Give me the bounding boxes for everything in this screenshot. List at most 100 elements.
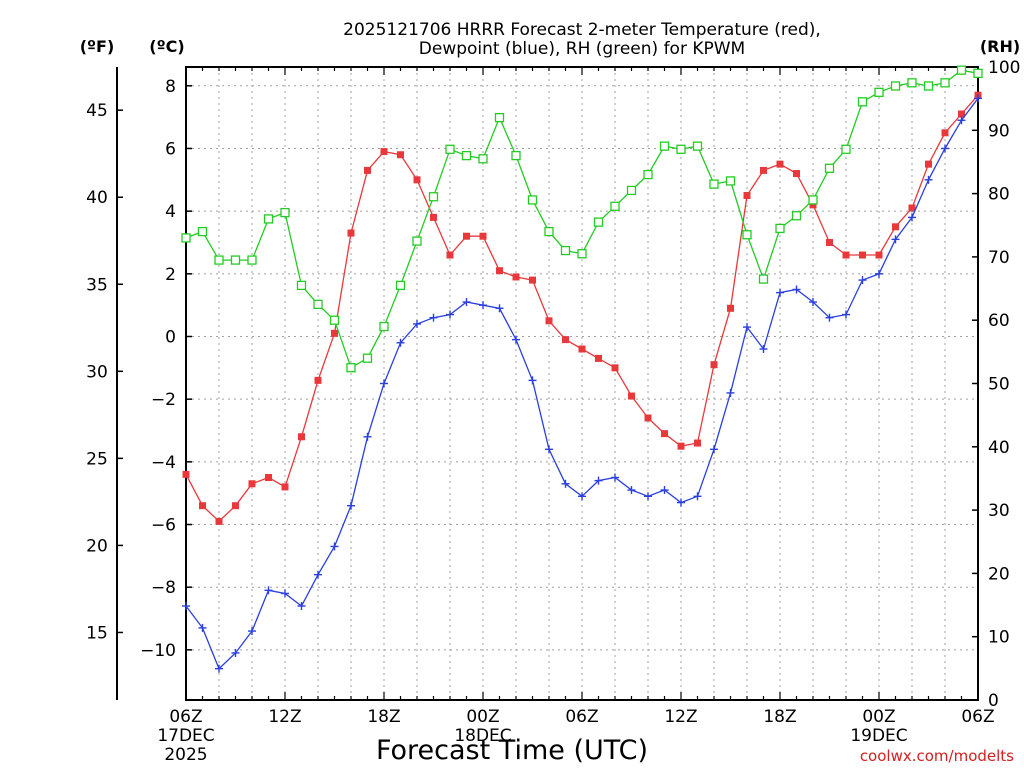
2-meter-temperature-point xyxy=(760,166,767,174)
x-tick-label: 18Z xyxy=(763,707,796,727)
rh-point xyxy=(214,255,224,265)
rh-point xyxy=(973,68,983,78)
dewpoint-point xyxy=(809,298,817,307)
celsius-tick-label: −2 xyxy=(151,390,176,410)
celsius-tick-label: 0 xyxy=(165,327,176,347)
rh-point xyxy=(313,299,323,310)
fahrenheit-tick-label: 30 xyxy=(86,362,108,382)
dewpoint-point xyxy=(842,310,850,319)
rh-point xyxy=(874,87,884,97)
dewpoint-point xyxy=(627,486,636,495)
dewpoint-point xyxy=(248,627,256,636)
dewpoint-point xyxy=(413,319,421,328)
2-meter-temperature-point xyxy=(958,110,965,118)
2-meter-temperature-point xyxy=(496,267,503,275)
dewpoint-point xyxy=(693,492,702,501)
dewpoint-point xyxy=(891,235,900,244)
x-date-label: 19DEC xyxy=(850,726,907,746)
2-meter-temperature-point xyxy=(710,361,718,369)
rh-point xyxy=(280,207,290,218)
dewpoint-point xyxy=(429,313,438,322)
2-meter-temperature-point xyxy=(182,470,190,478)
2-meter-temperature-point xyxy=(578,345,586,353)
dewpoint-point xyxy=(594,476,603,485)
dewpoint-point xyxy=(660,486,669,495)
2-meter-temperature-point xyxy=(463,232,470,240)
x-tick-label: 00Z xyxy=(862,707,895,727)
2-meter-temperature-point xyxy=(611,364,619,372)
dewpoint-point xyxy=(759,345,768,354)
rh-point xyxy=(428,192,439,202)
2-meter-temperature-point xyxy=(595,354,602,362)
rh-point xyxy=(329,315,340,325)
rh-point xyxy=(808,195,818,205)
dewpoint-point xyxy=(314,570,322,579)
2-meter-temperature-point xyxy=(446,251,454,259)
dewpoint-point xyxy=(182,601,190,610)
dewpoint-point xyxy=(198,623,207,632)
2-meter-temperature-point xyxy=(677,442,685,450)
2-meter-temperature-series xyxy=(182,91,982,525)
rh-point xyxy=(890,81,901,91)
rh-point xyxy=(824,163,835,173)
rh-point xyxy=(461,150,472,161)
2-meter-temperature-point xyxy=(727,304,734,312)
rh-point xyxy=(560,245,571,256)
rh-tick-label: 10 xyxy=(988,628,1010,648)
2-meter-temperature-point xyxy=(232,502,239,510)
2-meter-temperature-point xyxy=(512,273,520,281)
dewpoint-point xyxy=(396,338,405,347)
dewpoint-point xyxy=(330,542,339,551)
dewpoint-point xyxy=(611,473,619,482)
chart-title-line1: 2025121706 HRRR Forecast 2-meter Tempera… xyxy=(343,20,821,40)
rh-tick-label: 40 xyxy=(988,438,1010,458)
credit-text: coolwx.com/modelts xyxy=(860,747,1014,765)
fahrenheit-tick-label: 25 xyxy=(86,449,108,469)
2-meter-temperature-point xyxy=(281,483,289,491)
2-meter-temperature-point xyxy=(941,129,949,137)
rh-tick-label: 0 xyxy=(988,691,999,711)
rh-point xyxy=(857,97,868,107)
rh-point xyxy=(956,65,967,75)
rh-tick-label: 100 xyxy=(988,58,1020,78)
dewpoint-point xyxy=(561,479,570,488)
2-meter-temperature-point xyxy=(430,213,437,221)
dewpoint-point xyxy=(875,269,883,278)
dewpoint-point xyxy=(462,298,471,307)
celsius-tick-label: −10 xyxy=(140,641,176,661)
dewpoint-point xyxy=(858,276,867,285)
celsius-tick-label: −8 xyxy=(151,578,176,598)
rh-point xyxy=(791,211,802,221)
dewpoint-point xyxy=(726,388,735,397)
rh-point xyxy=(643,169,653,180)
dewpoint-point xyxy=(710,445,718,454)
rh-point xyxy=(494,112,505,123)
rh-point xyxy=(659,141,670,151)
2-meter-temperature-point xyxy=(331,329,338,337)
dewpoint-point xyxy=(957,116,966,125)
rh-point xyxy=(412,236,422,246)
dewpoint-point xyxy=(215,664,223,673)
2-meter-temperature-point xyxy=(199,502,206,510)
dewpoint-point xyxy=(677,498,685,507)
2-meter-temperature-point xyxy=(628,392,635,400)
2-meter-temperature-point xyxy=(793,170,800,178)
rh-point xyxy=(593,217,604,227)
2-meter-temperature-point xyxy=(859,251,866,259)
2-meter-temperature-point xyxy=(644,414,652,422)
dewpoint-point xyxy=(512,335,520,344)
2-meter-temperature-point xyxy=(347,229,355,237)
2-meter-temperature-point xyxy=(397,151,404,159)
x-tick-label: 12Z xyxy=(664,707,697,727)
dewpoint-point xyxy=(363,432,372,441)
dewpoint-point xyxy=(264,586,273,595)
2-meter-temperature-point xyxy=(562,336,569,344)
2-meter-temperature-point xyxy=(743,191,751,199)
dewpoint-point xyxy=(281,589,289,598)
rh-point xyxy=(544,226,554,237)
2-meter-temperature-point xyxy=(215,517,223,525)
x-tick-label: 06Z xyxy=(169,707,202,727)
x-tick-label: 06Z xyxy=(961,707,994,727)
rh-point xyxy=(230,255,241,265)
chart-title-line2: Dewpoint (blue), RH (green) for KPWM xyxy=(419,39,745,59)
